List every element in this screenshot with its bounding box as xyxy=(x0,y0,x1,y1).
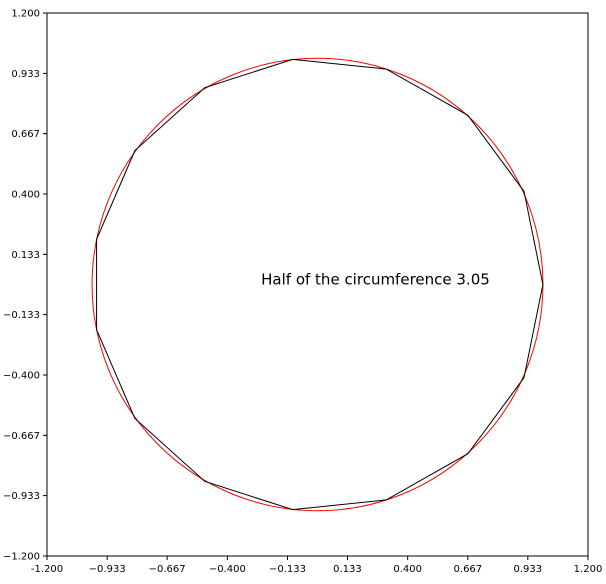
polygon-series xyxy=(96,58,544,511)
x-tick-label: -1.200 xyxy=(31,564,63,575)
x-tick-label: −0.133 xyxy=(269,564,306,575)
annotation-label: Half of the circumference 3.05 xyxy=(261,270,490,288)
x-tick-label: 0.667 xyxy=(454,564,483,575)
axes-frame xyxy=(46,12,589,557)
x-axis-ticks: -1.200 −0.933 −0.667 −0.400 −0.133 0.133 0.400… xyxy=(31,556,602,575)
y-tick-label: 0.400 xyxy=(11,190,40,201)
y-tick-label: 1.200 xyxy=(11,9,40,20)
y-tick-label: −0.667 xyxy=(3,431,40,442)
x-tick-label: 0.133 xyxy=(333,564,362,575)
x-tick-label: −0.933 xyxy=(89,564,126,575)
x-tick-label: 0.400 xyxy=(393,564,422,575)
series-layer xyxy=(91,57,544,512)
y-tick-label: −0.133 xyxy=(3,310,40,321)
x-tick-label: 0.933 xyxy=(513,564,542,575)
y-tick-label: 0.133 xyxy=(11,250,40,261)
y-tick-label: 0.933 xyxy=(11,69,40,80)
x-tick-label: −0.400 xyxy=(209,564,246,575)
x-tick-label: −0.667 xyxy=(149,564,186,575)
x-tick-label: 1.200 xyxy=(574,564,603,575)
y-axis-ticks: 1.200 0.933 0.667 0.400 0.133 −0.133 −0.400 −0.… xyxy=(3,9,47,563)
y-tick-label: −0.400 xyxy=(3,371,40,382)
y-tick-label: 0.667 xyxy=(11,129,40,140)
y-tick-label: −1.200 xyxy=(3,552,40,563)
y-tick-label: −0.933 xyxy=(3,491,40,502)
